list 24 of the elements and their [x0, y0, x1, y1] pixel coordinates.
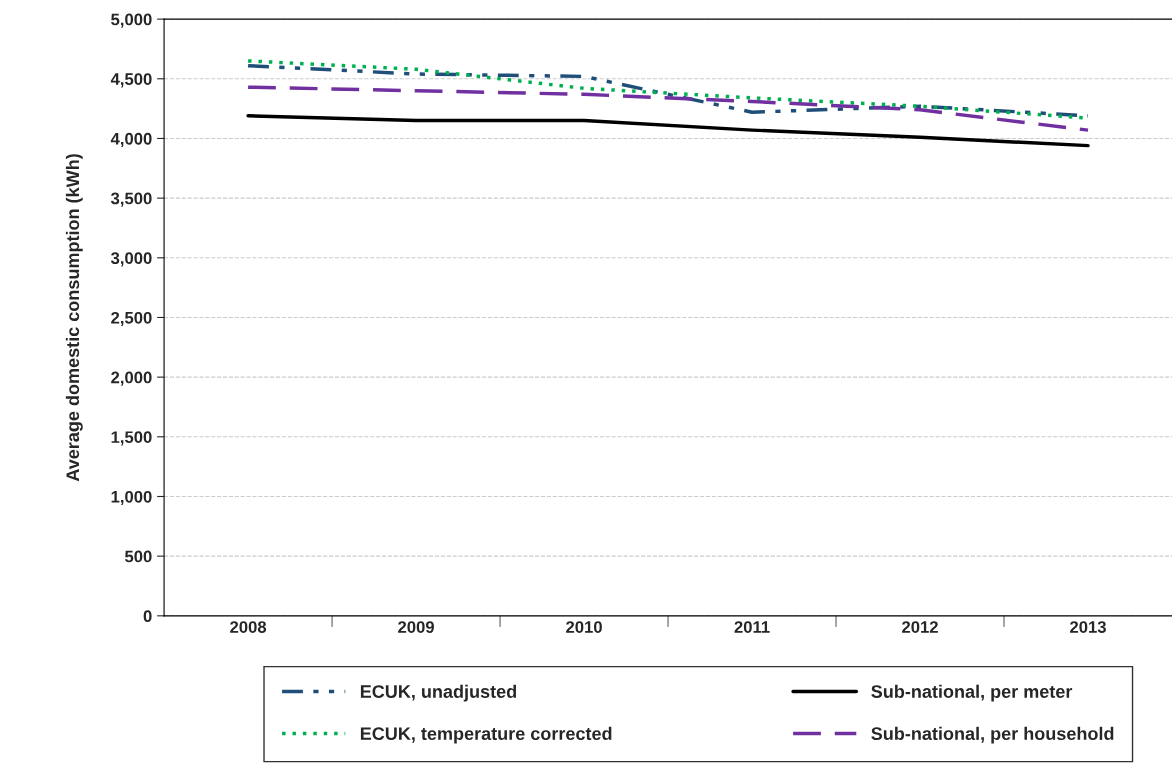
- y-tick-label: 4,000: [110, 132, 152, 148]
- line-series: [246, 85, 1090, 132]
- x-tick-label: 2013: [1070, 621, 1106, 633]
- y-tick-label: 1,500: [111, 431, 152, 446]
- line-series: [246, 114, 1090, 148]
- y-tick-label: 2,000: [111, 371, 152, 386]
- y-tick-label: 4,500: [110, 73, 152, 88]
- y-tick-label: 3,000: [110, 252, 152, 267]
- x-tick-label: 2009: [398, 621, 434, 633]
- y-tick-label: 1,000: [111, 490, 152, 506]
- legend-label: ECUK, temperature corrected: [360, 726, 612, 744]
- y-tick-label: 500: [124, 550, 152, 563]
- legend-label: Sub-national, per household: [871, 726, 1114, 744]
- x-tick-label: 2010: [566, 621, 602, 633]
- x-tick-label: 2008: [230, 621, 267, 633]
- y-tick-label: 5,000: [111, 13, 152, 28]
- x-tick-label: 2011: [734, 621, 770, 633]
- y-tick-label: 3,500: [110, 192, 152, 207]
- x-tick-label: 2012: [902, 621, 938, 633]
- legend-label: ECUK, unadjusted: [360, 684, 517, 702]
- y-tick-label: 0: [143, 610, 152, 623]
- y-axis-title: Average domestic consumption (kWh): [65, 154, 83, 482]
- legend-label: Sub-national, per meter: [871, 684, 1073, 702]
- y-tick-label: 2,500: [111, 311, 152, 327]
